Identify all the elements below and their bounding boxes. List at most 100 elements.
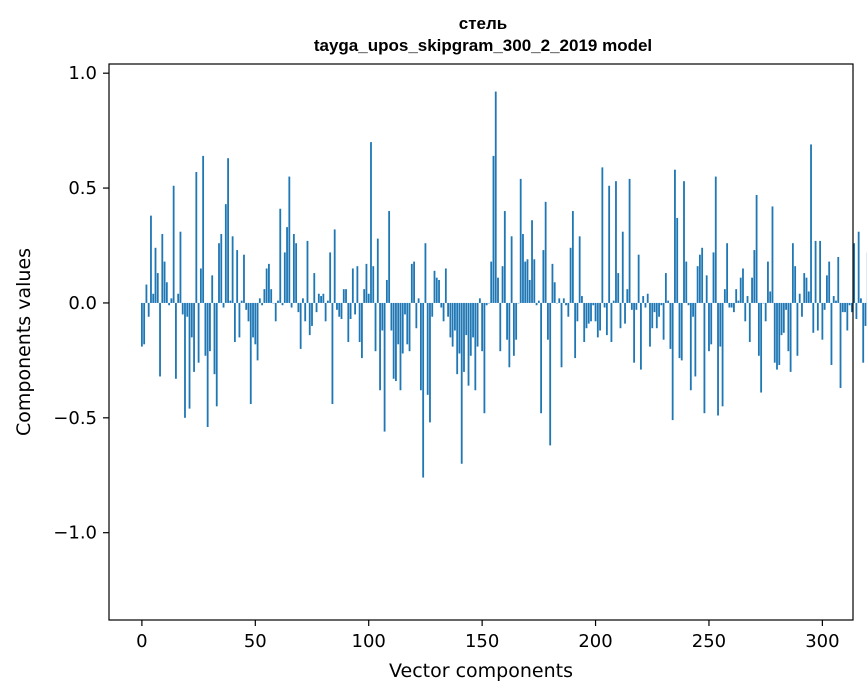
bar-156 [494,91,497,303]
bar-301 [823,302,826,310]
bar-209 [615,181,617,303]
bar-234 [671,302,674,421]
bar-49 [252,302,254,338]
bar-252 [712,252,715,303]
bar-61 [279,208,282,303]
bar-230 [662,302,665,340]
bar-28 [204,302,207,356]
bar-286 [789,302,792,372]
bar-187 [565,302,567,306]
bar-210 [617,273,620,303]
bar-224 [649,302,651,347]
bar-226 [653,302,656,313]
bar-215 [628,178,631,303]
bar-264 [739,277,742,303]
bar-284 [785,302,787,310]
bar-100 [367,293,370,303]
bar-85 [333,229,336,303]
bar-185 [560,302,563,368]
bar-181 [551,263,554,303]
bar-175 [537,300,540,303]
bar-72 [304,302,307,322]
bar-66 [290,302,293,308]
bar-33 [215,302,218,407]
bar-213 [624,302,626,324]
bar-116 [404,302,406,315]
bar-99 [365,263,368,303]
bar-152 [485,302,488,306]
y-tick-label: 1.0 [68,63,97,84]
bar-169 [524,261,527,303]
bar-232 [667,300,670,303]
bar-91 [347,302,350,342]
bar-50 [254,302,257,345]
bar-8 [159,302,161,377]
bar-229 [660,302,663,306]
bar-145 [469,302,472,356]
ticks-group: 0 50 100 150 200 250 300 1.0 0.5 0.0 −0.5 −1.0 [53,63,839,652]
bar-307 [837,256,840,303]
bar-212 [621,231,624,303]
y-axis-label: Components values [13,248,35,436]
bar-1 [143,302,146,345]
bar-193 [578,236,581,303]
bar-316 [857,231,860,303]
bar-93 [351,268,354,303]
bar-2 [145,284,148,303]
bar-272 [757,302,760,356]
plot-frame [108,63,854,621]
bar-20 [186,302,189,317]
bar-103 [374,302,377,352]
bar-38 [227,158,229,303]
bar-195 [583,302,586,342]
chart-subtitle: tayga_upos_skipgram_300_2_2019 model [314,36,652,55]
bar-92 [349,302,352,320]
bar-106 [381,302,384,331]
bar-82 [326,300,329,303]
bar-266 [744,302,747,322]
bar-3 [147,302,150,317]
bar-68 [295,243,298,303]
bar-98 [363,289,366,303]
bar-300 [821,302,824,340]
bar-71 [302,298,304,303]
bar-176 [540,302,543,414]
bar-74 [308,302,311,336]
bar-271 [755,194,758,303]
bar-159 [501,266,504,303]
bar-117 [406,302,409,345]
bar-182 [553,282,556,303]
bar-247 [701,247,704,303]
bar-197 [587,302,590,324]
bar-238 [680,302,683,361]
bar-191 [574,302,577,359]
bar-275 [764,302,767,322]
bar-11 [165,282,168,303]
bar-194 [581,296,583,303]
bar-118 [408,302,411,352]
bar-248 [703,302,706,414]
bar-315 [855,302,858,320]
bar-138 [454,302,456,331]
bar-227 [655,302,658,329]
bar-113 [397,302,400,345]
bar-186 [562,298,565,303]
bar-150 [481,302,484,352]
bar-225 [651,302,654,329]
y-tick-label: 0.5 [68,178,97,199]
bar-52 [258,298,261,303]
bar-132 [440,302,443,308]
y-tick-label: −0.5 [53,408,97,429]
bar-108 [385,279,388,303]
bar-45 [243,254,245,303]
bar-40 [231,236,234,303]
bar-298 [816,302,819,331]
bar-123 [419,302,422,391]
bar-292 [803,273,806,303]
bar-83 [329,252,332,303]
bar-270 [753,250,756,303]
bar-76 [313,273,316,303]
bar-318 [862,302,865,363]
bar-29 [206,302,209,428]
bar-119 [410,263,413,303]
